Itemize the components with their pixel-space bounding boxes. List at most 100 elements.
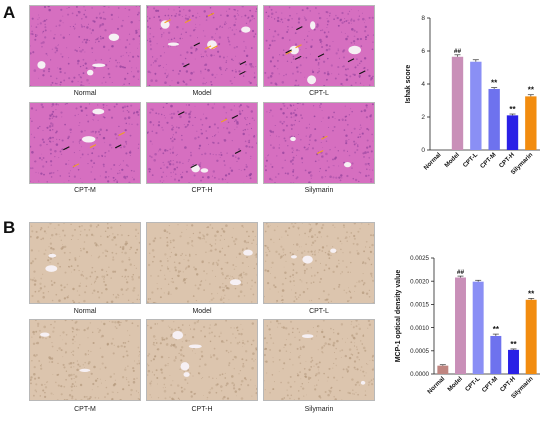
cell-nucleus — [127, 165, 128, 166]
cell-nucleus — [124, 117, 126, 119]
cell-nucleus — [235, 18, 237, 20]
cell-nucleus — [343, 368, 345, 370]
cell-nucleus — [345, 355, 347, 357]
cell-nucleus — [139, 363, 141, 365]
cell-nucleus — [68, 160, 69, 161]
cell-nucleus — [122, 246, 124, 248]
cell-nucleus — [126, 143, 127, 144]
cell-nucleus — [138, 392, 139, 393]
cell-nucleus — [254, 120, 255, 121]
cell-nucleus — [207, 397, 208, 398]
cell-nucleus — [372, 277, 373, 278]
cell-nucleus — [44, 26, 46, 28]
cell-nucleus — [234, 368, 235, 369]
cell-nucleus — [43, 292, 45, 294]
cell-nucleus — [355, 384, 357, 386]
micrograph-a-cpt-h — [146, 102, 258, 184]
cell-nucleus — [348, 20, 349, 21]
cell-nucleus — [363, 68, 364, 69]
cell-nucleus — [211, 245, 213, 247]
cell-nucleus — [327, 71, 329, 73]
cell-nucleus — [270, 273, 271, 274]
cell-nucleus — [109, 61, 110, 62]
cell-nucleus — [170, 256, 171, 257]
cell-nucleus — [374, 31, 375, 33]
cell-nucleus — [186, 267, 188, 269]
cell-nucleus — [104, 29, 106, 31]
cell-nucleus — [329, 15, 330, 16]
cell-nucleus — [346, 231, 348, 233]
cell-nucleus — [282, 368, 283, 369]
cell-nucleus — [46, 144, 47, 145]
vessel-lumen — [37, 61, 45, 69]
cell-nucleus — [372, 302, 374, 304]
cell-nucleus — [35, 35, 37, 37]
bar-model — [455, 277, 466, 374]
cell-nucleus — [231, 375, 234, 378]
cell-nucleus — [150, 33, 151, 34]
cell-nucleus — [340, 83, 342, 85]
cell-nucleus — [150, 275, 151, 276]
cell-nucleus — [233, 385, 235, 387]
cell-nucleus — [41, 46, 43, 48]
cell-nucleus — [292, 274, 294, 276]
cell-nucleus — [298, 228, 299, 229]
cell-nucleus — [299, 294, 301, 296]
cell-nucleus — [270, 321, 272, 323]
cell-nucleus — [176, 26, 178, 28]
cell-nucleus — [132, 278, 134, 280]
cell-nucleus — [114, 271, 116, 273]
significance-marker: ** — [510, 340, 517, 349]
cell-nucleus — [292, 125, 293, 126]
cell-nucleus — [31, 295, 33, 297]
cell-nucleus — [365, 175, 367, 177]
cell-nucleus — [296, 155, 297, 156]
cell-nucleus — [45, 29, 47, 31]
cell-nucleus — [172, 137, 173, 138]
cell-nucleus — [199, 237, 201, 239]
cell-nucleus — [183, 278, 186, 281]
cell-nucleus — [163, 172, 164, 173]
cell-nucleus — [277, 34, 279, 36]
cell-nucleus — [48, 138, 50, 140]
cell-nucleus — [187, 383, 188, 384]
cell-nucleus — [149, 382, 151, 384]
cell-nucleus — [79, 256, 80, 257]
cell-nucleus — [292, 328, 294, 330]
cell-nucleus — [108, 68, 110, 70]
tissue-background — [30, 6, 141, 87]
cell-nucleus — [208, 376, 209, 377]
cell-nucleus — [247, 340, 249, 342]
cell-nucleus — [105, 231, 106, 232]
cell-nucleus — [295, 114, 298, 117]
cell-nucleus — [287, 26, 288, 27]
cell-nucleus — [99, 24, 101, 26]
cell-nucleus — [183, 80, 185, 82]
cell-nucleus — [210, 389, 211, 390]
cell-nucleus — [46, 161, 48, 163]
cell-nucleus — [158, 16, 160, 18]
cell-nucleus — [256, 349, 258, 351]
cell-nucleus — [98, 331, 100, 333]
cell-nucleus — [235, 69, 236, 70]
cell-nucleus — [178, 398, 179, 399]
cell-nucleus — [127, 73, 128, 74]
cell-nucleus — [327, 18, 328, 19]
cell-nucleus — [290, 386, 292, 388]
cell-nucleus — [300, 49, 301, 50]
cell-nucleus — [75, 24, 77, 26]
cell-nucleus — [299, 234, 300, 235]
cell-nucleus — [49, 140, 51, 142]
cell-nucleus — [46, 233, 47, 234]
cell-nucleus — [206, 273, 207, 274]
cell-nucleus — [149, 38, 151, 40]
cell-nucleus — [79, 51, 80, 52]
cell-nucleus — [342, 338, 343, 339]
cell-nucleus — [150, 169, 151, 170]
cell-nucleus — [199, 232, 201, 234]
cell-nucleus — [152, 144, 153, 145]
cell-nucleus — [164, 229, 167, 232]
cell-nucleus — [233, 387, 235, 389]
cell-nucleus — [220, 240, 221, 241]
cell-nucleus — [326, 27, 327, 28]
